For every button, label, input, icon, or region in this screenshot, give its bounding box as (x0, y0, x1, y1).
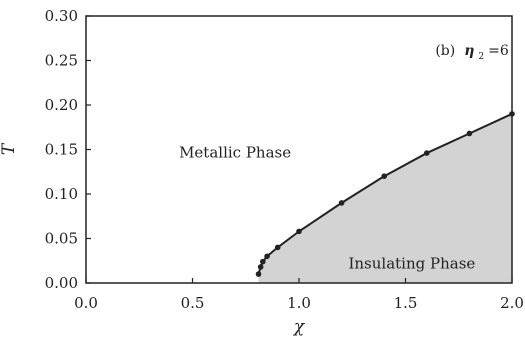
insulating-region-fill (258, 113, 512, 284)
data-point (466, 130, 473, 137)
data-point (424, 150, 430, 156)
metallic-phase-label: Metallic Phase (179, 144, 291, 162)
y-tick-label: 0.00 (45, 274, 78, 292)
y-tick-label: 0.20 (45, 96, 78, 114)
insulating-phase-label: Insulating Phase (348, 254, 475, 272)
data-point (257, 264, 264, 270)
y-axis-title: T (0, 142, 19, 155)
y-tick-label: 0.25 (45, 52, 78, 70)
panel-value: =6 (488, 43, 509, 59)
x-axis-title: χ (293, 317, 306, 337)
data-point (296, 228, 302, 235)
y-tick-label: 0.30 (45, 7, 78, 25)
x-tick-label: 1.0 (287, 294, 311, 312)
panel-subscript: 2 (478, 52, 484, 62)
x-tick-label: 0.0 (74, 294, 98, 312)
data-point (259, 258, 266, 265)
panel-symbol: η (464, 43, 474, 59)
data-point (264, 253, 270, 260)
data-point (255, 271, 262, 277)
data-point (274, 244, 281, 251)
panel-label: (b) η 2 =6 (435, 42, 509, 63)
y-tick-label: 0.15 (45, 141, 78, 159)
data-point (338, 200, 345, 206)
data-point (381, 173, 388, 179)
insulating-region-layer (258, 113, 512, 284)
y-tick-label: 0.10 (45, 185, 78, 203)
x-tick-label: 0.5 (181, 294, 205, 312)
x-tick-label: 2.0 (500, 294, 524, 312)
y-tick-label: 0.05 (45, 230, 78, 248)
panel-prefix: (b) (435, 43, 455, 59)
data-point-layer (255, 111, 515, 277)
x-tick-label: 1.5 (394, 294, 418, 312)
tick-marks-layer: 0.0 0.5 1.0 1.5 2.0 0.00 0.05 0.10 0.15 0.20 0.25 0… (45, 7, 524, 312)
